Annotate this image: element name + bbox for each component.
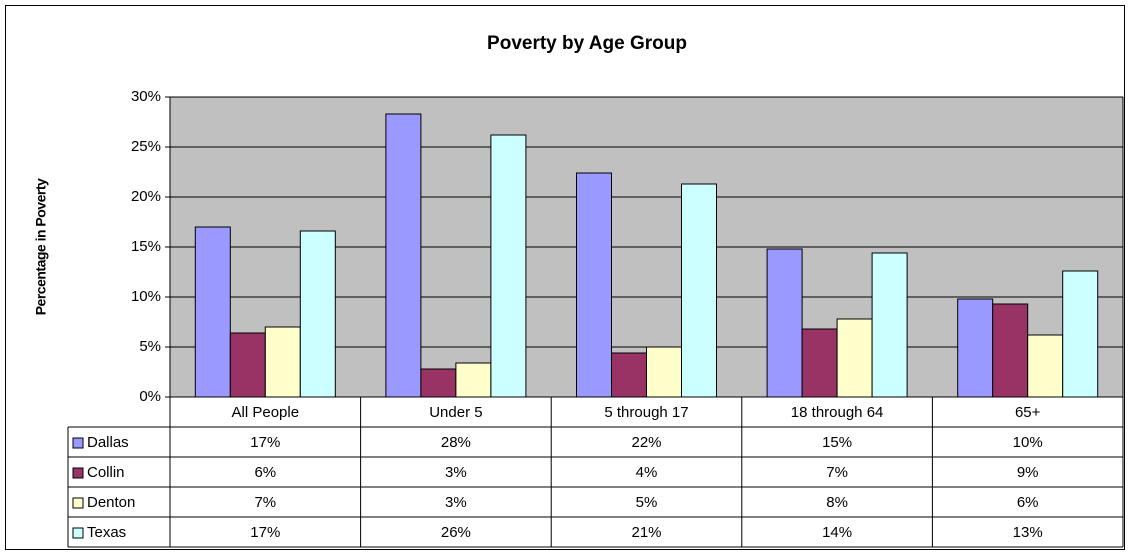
- data-label: 14%: [822, 524, 852, 541]
- chart-title: Poverty by Age Group: [487, 33, 687, 54]
- y-tick-label: 20%: [131, 188, 161, 205]
- data-label: 26%: [441, 524, 471, 541]
- x-tick-label: 65+: [1015, 404, 1041, 421]
- legend-swatch: [72, 437, 84, 449]
- legend-label: Collin: [87, 464, 125, 481]
- data-label: 15%: [822, 434, 852, 451]
- y-tick-label: 25%: [131, 138, 161, 155]
- bar: [420, 368, 457, 398]
- legend-swatch: [72, 527, 84, 539]
- data-label: 4%: [636, 464, 658, 481]
- x-tick-label: All People: [232, 404, 300, 421]
- data-label: 3%: [445, 464, 467, 481]
- bar: [264, 326, 301, 398]
- y-tick-label: 15%: [131, 238, 161, 255]
- data-label: 7%: [826, 464, 848, 481]
- bar: [646, 346, 682, 398]
- bar: [194, 226, 231, 398]
- legend-swatch: [72, 467, 84, 479]
- y-tick-label: 5%: [139, 338, 161, 355]
- x-tick-label: 18 through 64: [791, 404, 884, 421]
- data-label: 17%: [250, 524, 280, 541]
- data-label: 13%: [1013, 524, 1043, 541]
- data-label: 7%: [254, 494, 276, 511]
- legend-label: Denton: [87, 494, 135, 511]
- bar: [1062, 270, 1099, 398]
- legend-label: Texas: [87, 524, 126, 541]
- y-tick-label: 0%: [139, 388, 161, 405]
- bar: [836, 318, 873, 398]
- bar: [576, 172, 612, 398]
- bar: [871, 252, 908, 398]
- bar: [801, 328, 838, 398]
- y-tick-label: 30%: [131, 88, 161, 105]
- bar: [299, 230, 336, 398]
- bar: [1027, 334, 1064, 398]
- data-label: 17%: [250, 434, 280, 451]
- bar: [490, 134, 527, 398]
- data-label: 22%: [631, 434, 661, 451]
- data-label: 9%: [1017, 464, 1039, 481]
- bar: [766, 248, 803, 398]
- legend-label: Dallas: [87, 434, 129, 451]
- data-label: 8%: [826, 494, 848, 511]
- bar: [957, 298, 994, 398]
- data-label: 10%: [1013, 434, 1043, 451]
- legend-swatch: [72, 497, 84, 509]
- bar: [681, 183, 717, 398]
- y-tick-label: 10%: [131, 288, 161, 305]
- data-label: 6%: [1017, 494, 1039, 511]
- y-axis-label: Percentage in Poverty: [33, 178, 49, 315]
- bar: [611, 352, 647, 398]
- data-label: 5%: [636, 494, 658, 511]
- bar: [455, 362, 492, 398]
- data-label: 6%: [254, 464, 276, 481]
- x-tick-label: 5 through 17: [604, 404, 688, 421]
- x-tick-label: Under 5: [429, 404, 482, 421]
- bar: [385, 113, 422, 398]
- bar: [992, 303, 1029, 398]
- data-label: 21%: [631, 524, 661, 541]
- data-label: 28%: [441, 434, 471, 451]
- bar: [229, 332, 266, 398]
- data-label: 3%: [445, 494, 467, 511]
